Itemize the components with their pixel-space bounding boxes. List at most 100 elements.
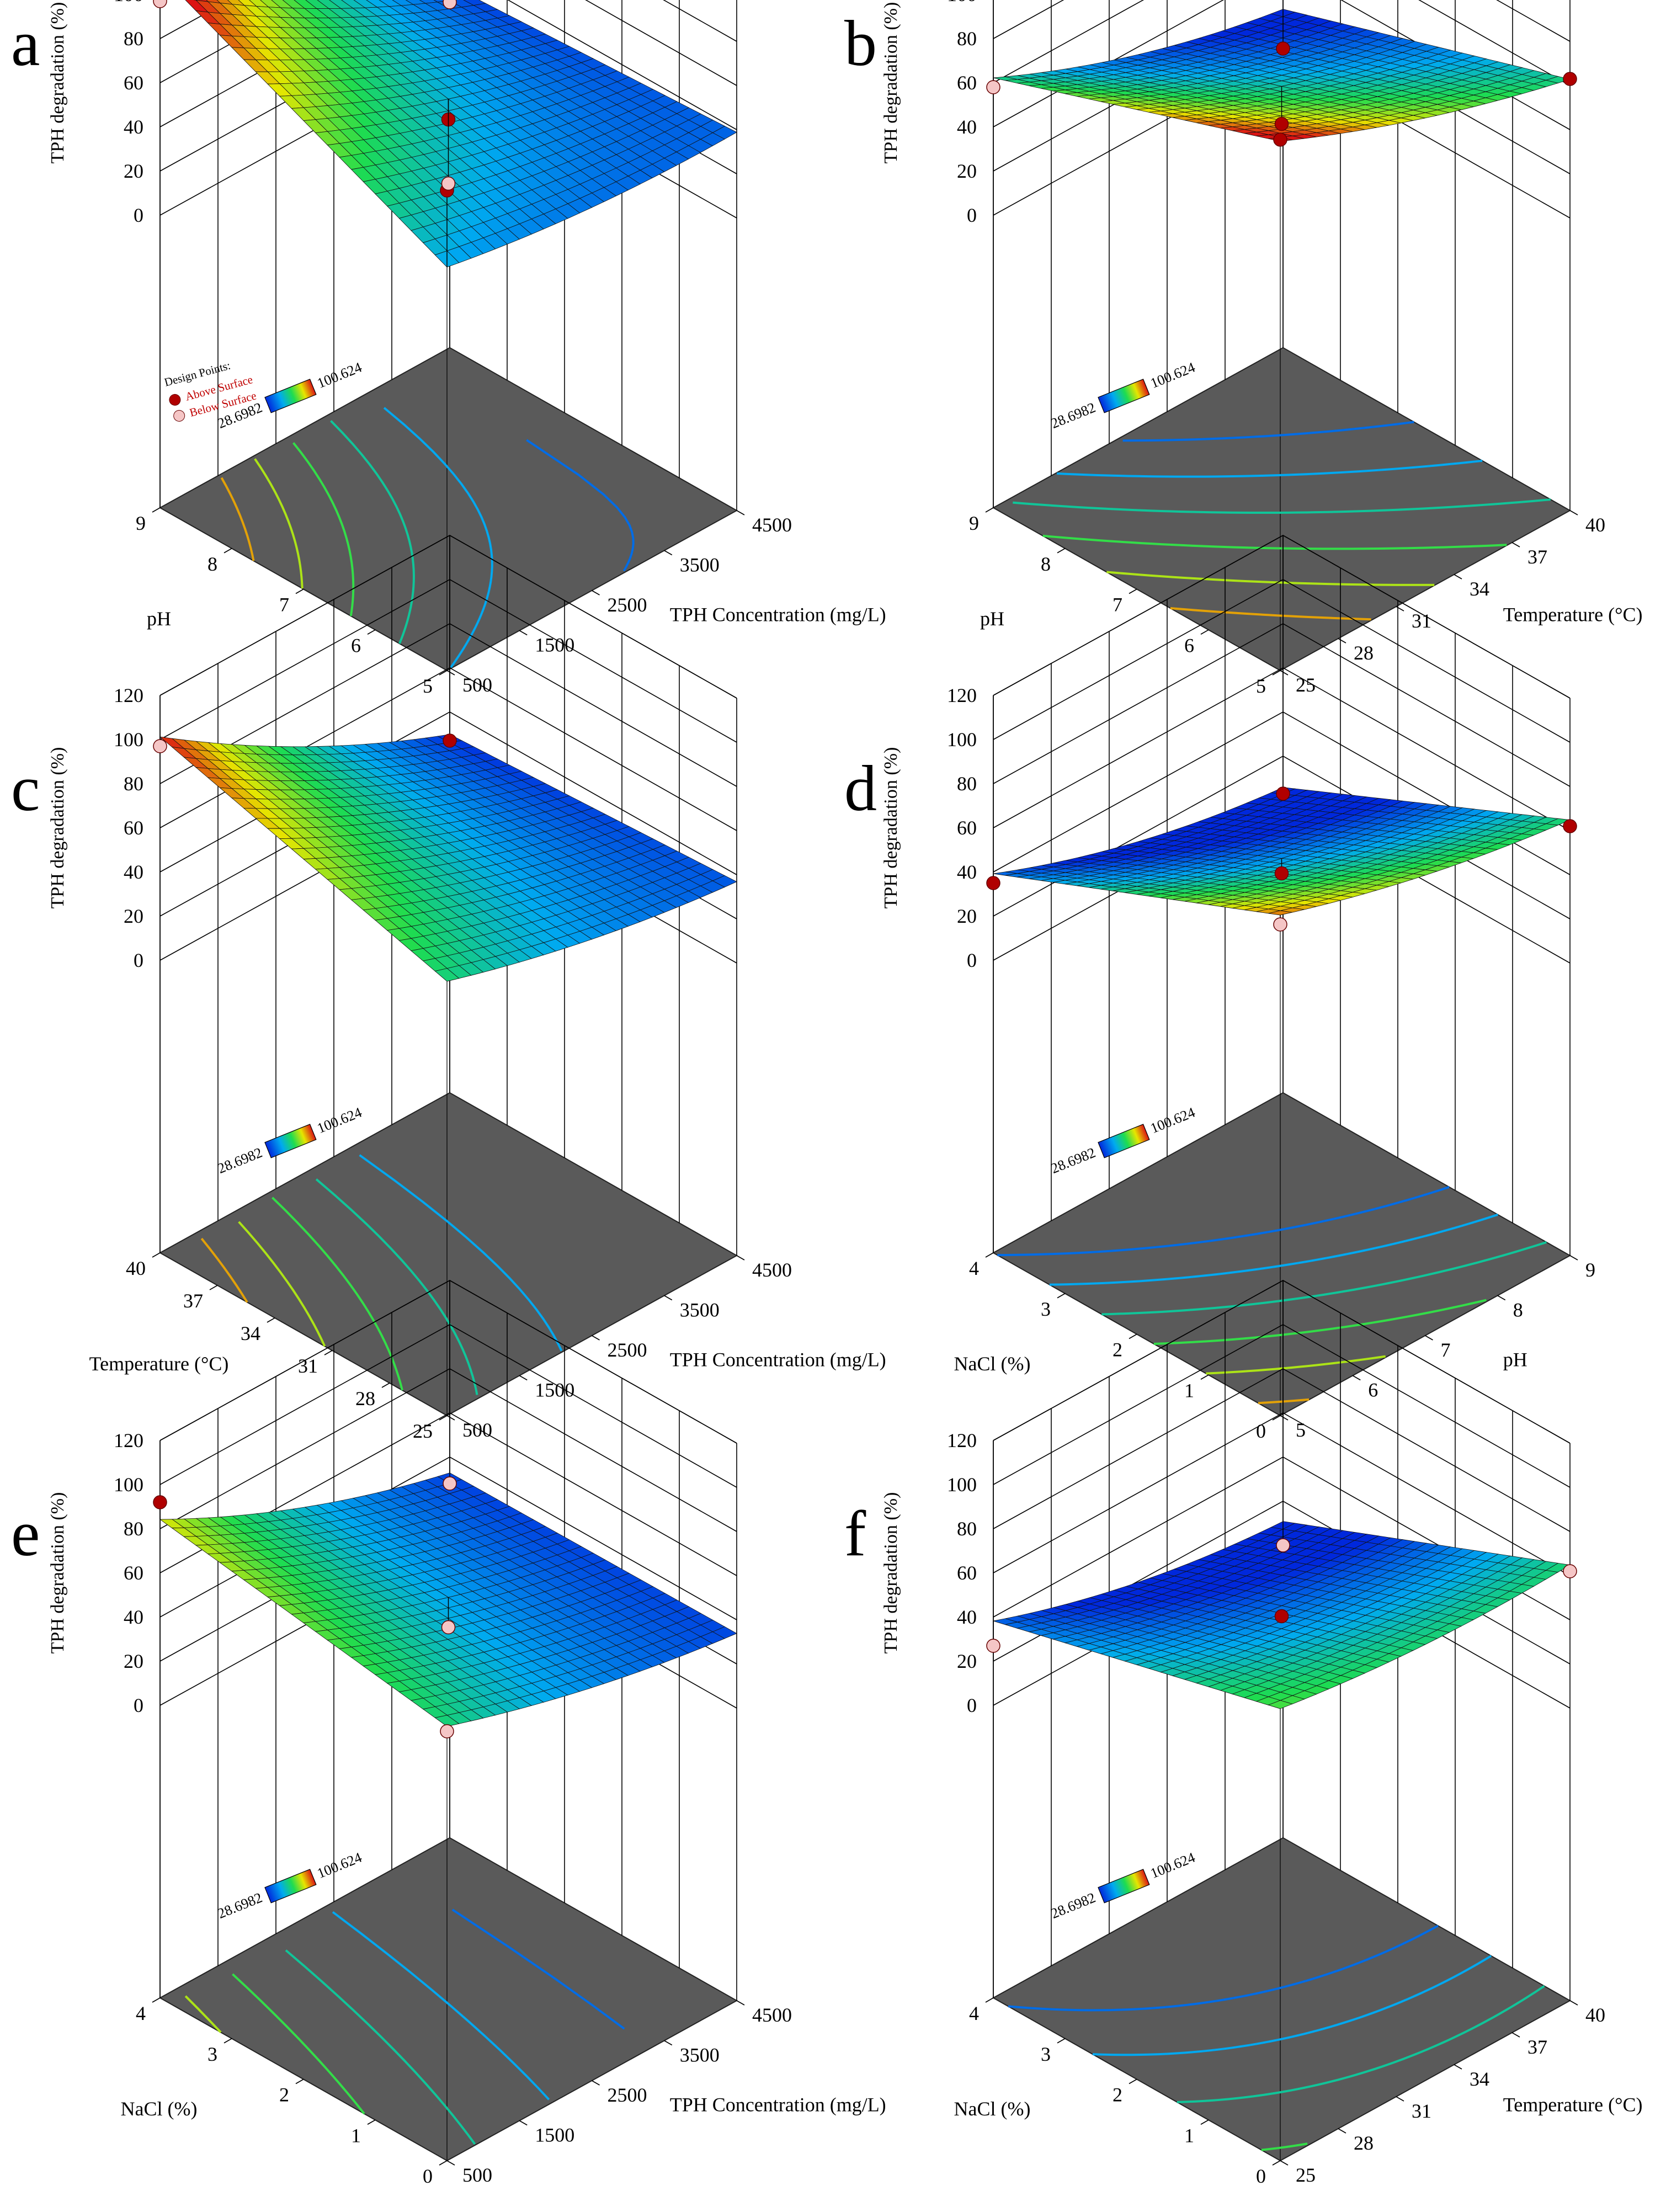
x-tick-label: 5 [1296, 1419, 1306, 1441]
contour-line [1177, 1985, 1545, 2103]
colorbar-min: 28.6982 [215, 1890, 264, 1922]
y-tick [439, 670, 448, 676]
y-tick [267, 1317, 275, 1323]
legend-below-marker [173, 410, 185, 422]
y-tick-label: 6 [1184, 634, 1194, 656]
y-tick-label: 1 [1184, 2124, 1194, 2146]
x-tick [1338, 2128, 1346, 2134]
x-tick [1497, 1295, 1506, 1301]
surface-cell [434, 968, 460, 982]
contour-line [451, 1908, 625, 2030]
z-tick-label: 60 [957, 72, 977, 94]
z-tick-label: 0 [134, 1694, 143, 1716]
legend-above-marker [169, 394, 181, 406]
z-tick-label: 20 [957, 160, 977, 182]
y-tick-label: 5 [1256, 675, 1266, 697]
y-tick-label: 4 [136, 2002, 146, 2024]
floor-plane [992, 347, 1572, 672]
panel-letter: d [844, 752, 877, 825]
x-tick-label: 9 [1585, 1259, 1595, 1281]
y-tick [295, 588, 304, 594]
y-tick-label: 3 [1041, 2043, 1051, 2065]
y-tick [223, 548, 232, 554]
contour-line [1057, 459, 1483, 478]
y-tick-label: 6 [351, 634, 361, 656]
y-tick-label: 3 [1041, 1298, 1051, 1320]
panel-letter: f [844, 1497, 866, 1570]
z-tick-label: 20 [957, 1650, 977, 1672]
y-tick-label: 40 [126, 1257, 146, 1279]
contour-line [254, 458, 304, 589]
z-tick-label: 80 [957, 773, 977, 795]
y-tick [985, 507, 994, 513]
z-tick-label: 80 [124, 28, 143, 50]
design-point-above [443, 733, 457, 748]
design-point-above [153, 1495, 167, 1509]
colorbar-bar [1098, 1124, 1150, 1158]
contour-line [1101, 1241, 1547, 1316]
z-tick-label: 100 [114, 0, 143, 6]
top-edge [159, 535, 737, 699]
x-tick-label: 1500 [535, 1379, 574, 1401]
design-point-below [1276, 1538, 1290, 1552]
top-edge [159, 1280, 737, 1444]
floor-contours [220, 407, 635, 668]
x-tick [1569, 510, 1578, 515]
x-tick-label: 34 [1470, 578, 1489, 600]
x-tick-label: 2500 [608, 2084, 647, 2106]
contour-line [292, 442, 355, 616]
z-tick-label: 60 [124, 1562, 143, 1584]
y-tick [1057, 2038, 1066, 2044]
x-tick [664, 1295, 673, 1301]
y-tick [1057, 548, 1066, 554]
y-tick [1272, 670, 1281, 676]
z-tick-label: 80 [957, 28, 977, 50]
y-tick [1129, 1333, 1137, 1339]
design-point-below [1273, 917, 1287, 932]
z-tick-label: 120 [114, 1429, 143, 1451]
wall-z-line [993, 667, 1571, 831]
y-axis-label: NaCl (%) [954, 1353, 1031, 1375]
y-tick-label: 2 [1113, 2084, 1122, 2106]
x-tick [1280, 670, 1289, 676]
z-tick-label: 40 [957, 1606, 977, 1628]
wall-z-line [993, 1412, 1571, 1576]
z-tick-label: 100 [947, 1474, 977, 1496]
y-tick-label: 3 [207, 2043, 217, 2065]
design-point-below [153, 0, 167, 8]
wall-z-line [159, 623, 737, 787]
design-point-below [441, 1620, 456, 1635]
colorbar-max: 100.624 [315, 1104, 364, 1137]
y-tick-label: 9 [136, 512, 146, 534]
y-axis-label: NaCl (%) [954, 2098, 1031, 2120]
wall-z-line [159, 579, 737, 743]
design-point-below [440, 1724, 454, 1738]
panel-b: b020406080100120TPH degradation (%)25283… [844, 0, 1643, 697]
colorbar-max: 100.624 [315, 1849, 364, 1882]
floor-contours [200, 1154, 563, 1395]
panel-letter: b [844, 7, 877, 79]
x-tick-label: 37 [1527, 546, 1547, 568]
x-axis-label: TPH Concentration (mg/L) [670, 604, 886, 626]
x-tick [1396, 606, 1404, 612]
z-tick-label: 20 [124, 905, 143, 927]
y-tick-label: 0 [1256, 2165, 1266, 2187]
contour-line [272, 1197, 403, 1391]
design-point-above [1274, 116, 1289, 131]
y-tick [295, 2078, 304, 2085]
x-tick-label: 7 [1441, 1339, 1451, 1361]
z-axis-label: TPH degradation (%) [47, 2, 68, 164]
z-tick-label: 60 [957, 817, 977, 839]
y-tick [1272, 1415, 1281, 1421]
y-tick [152, 1252, 161, 1258]
colorbar-bar [264, 1869, 317, 1903]
design-point-above [1276, 41, 1290, 56]
wall-z-line [993, 1368, 1571, 1532]
floor-contours [997, 1185, 1547, 1405]
contour-line [1261, 2142, 1308, 2151]
contour-line [184, 1995, 222, 2033]
x-tick-label: 31 [1412, 610, 1431, 632]
